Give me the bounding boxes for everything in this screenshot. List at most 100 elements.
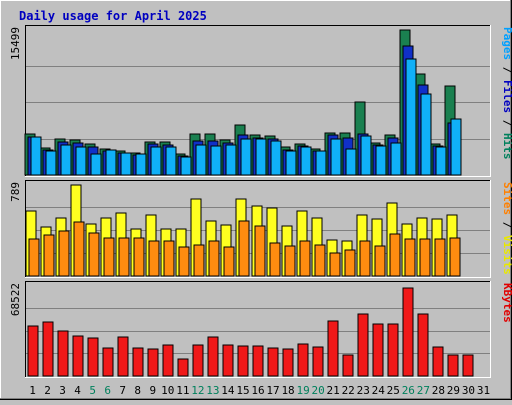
x-tick-label-day-23: 23	[357, 384, 370, 397]
bar-kbytes-day-27	[417, 313, 429, 377]
x-tick-label-day-18: 18	[281, 384, 294, 397]
x-tick-label-day-19: 19	[296, 384, 309, 397]
bar-sites-day-28	[434, 238, 446, 277]
bar-pages-day-26	[405, 58, 417, 176]
bar-kbytes-day-6	[102, 347, 114, 377]
bar-pages-day-1	[30, 136, 42, 176]
bar-pages-day-8	[135, 153, 147, 176]
bar-kbytes-day-23	[357, 313, 369, 377]
bar-kbytes-day-15	[237, 345, 249, 377]
bar-pages-day-14	[225, 144, 237, 176]
legend-entry: Visits	[501, 235, 512, 275]
x-tick-label-day-29: 29	[447, 384, 460, 397]
y-axis-max-label: 68522	[9, 283, 22, 316]
series-sites	[28, 220, 461, 277]
bar-kbytes-day-28	[432, 346, 444, 377]
bar-pages-day-5	[90, 153, 102, 176]
bar-sites-day-3	[58, 230, 70, 277]
bar-pages-day-29	[450, 118, 462, 176]
bar-pages-day-24	[375, 145, 387, 176]
bar-pages-day-19	[300, 146, 312, 176]
bar-sites-day-21	[329, 252, 341, 277]
bar-sites-day-12	[193, 244, 205, 277]
legend-entry: /	[501, 60, 512, 80]
bar-kbytes-day-11	[177, 358, 189, 377]
x-tick-label-day-25: 25	[387, 384, 400, 397]
legend-bottom: KBytes	[501, 283, 512, 323]
series-kbytes	[27, 287, 474, 377]
bar-sites-day-29	[449, 237, 461, 277]
bar-pages-day-10	[165, 146, 177, 176]
bar-kbytes-day-20	[312, 346, 324, 377]
bar-kbytes-day-2	[42, 321, 54, 377]
bar-pages-day-6	[105, 149, 117, 176]
bar-sites-day-15	[238, 220, 250, 277]
bar-pages-day-25	[390, 142, 402, 176]
series-pages	[30, 58, 462, 176]
bar-pages-day-7	[120, 152, 132, 176]
bar-sites-day-10	[163, 240, 175, 277]
panel-bottom: 68522 KBytes	[9, 281, 512, 378]
bar-kbytes-day-12	[192, 344, 204, 377]
bar-sites-day-27	[419, 238, 431, 277]
legend-top: Pages / Files / Hits	[501, 27, 512, 160]
bar-pages-day-20	[315, 150, 327, 176]
bar-kbytes-day-7	[117, 336, 129, 377]
bar-kbytes-day-26	[402, 287, 414, 377]
x-tick-label-day-7: 7	[119, 384, 126, 397]
legend-entry: /	[501, 113, 512, 133]
legend-entry: Sites	[501, 182, 512, 215]
bar-kbytes-day-22	[342, 354, 354, 377]
bar-sites-day-23	[359, 240, 371, 277]
x-tick-label-day-2: 2	[44, 384, 51, 397]
bar-sites-day-25	[389, 233, 401, 277]
y-axis-max-label: 15499	[9, 27, 22, 60]
x-tick-label-day-15: 15	[236, 384, 249, 397]
x-tick-label-day-11: 11	[176, 384, 189, 397]
bar-pages-day-11	[180, 156, 192, 176]
chart-title: Daily usage for April 2025	[19, 9, 207, 23]
bar-sites-day-5	[88, 232, 100, 277]
x-tick-label-day-8: 8	[134, 384, 141, 397]
bar-kbytes-day-4	[72, 335, 84, 377]
bar-kbytes-day-17	[267, 347, 279, 377]
bar-kbytes-day-5	[87, 337, 99, 377]
bar-sites-day-6	[103, 237, 115, 277]
x-tick-label-day-21: 21	[327, 384, 340, 397]
bar-kbytes-day-10	[162, 344, 174, 377]
x-tick-label-day-10: 10	[161, 384, 174, 397]
bar-sites-day-2	[43, 234, 55, 277]
bar-kbytes-day-3	[57, 330, 69, 377]
x-tick-label-day-12: 12	[191, 384, 204, 397]
bar-kbytes-day-13	[207, 336, 219, 377]
bar-kbytes-day-24	[372, 323, 384, 377]
legend-entry: Files	[501, 80, 512, 113]
x-tick-label-day-26: 26	[402, 384, 415, 397]
y-axis-max-label: 789	[9, 182, 22, 202]
x-tick-label-day-16: 16	[251, 384, 264, 397]
x-tick-label-day-27: 27	[417, 384, 430, 397]
bar-pages-day-21	[330, 138, 342, 176]
panel-top: 15499 Pages / Files / Hits	[9, 25, 512, 177]
panel-middle: 789 Sites / Visits	[9, 180, 512, 278]
legend-entry: Hits	[501, 133, 512, 160]
bar-sites-day-24	[374, 245, 386, 277]
x-tick-label-day-31: 31	[477, 384, 490, 397]
legend-entry: /	[501, 215, 512, 235]
bar-pages-day-15	[240, 138, 252, 176]
x-tick-label-day-14: 14	[221, 384, 235, 397]
bar-sites-day-19	[299, 240, 311, 277]
bar-sites-day-17	[269, 242, 281, 277]
bar-kbytes-day-9	[147, 348, 159, 377]
chart-panels: 15499 Pages / Files / Hits 789 Sites / Visi…	[9, 25, 512, 378]
bar-sites-day-9	[148, 240, 160, 277]
x-tick-label-day-5: 5	[89, 384, 96, 397]
x-tick-label-day-30: 30	[462, 384, 475, 397]
bar-sites-day-18	[284, 245, 296, 277]
x-tick-label-day-4: 4	[74, 384, 81, 397]
x-tick-label-day-3: 3	[59, 384, 66, 397]
bar-sites-day-20	[314, 244, 326, 277]
bar-kbytes-day-8	[132, 347, 144, 377]
bar-kbytes-day-19	[297, 343, 309, 377]
